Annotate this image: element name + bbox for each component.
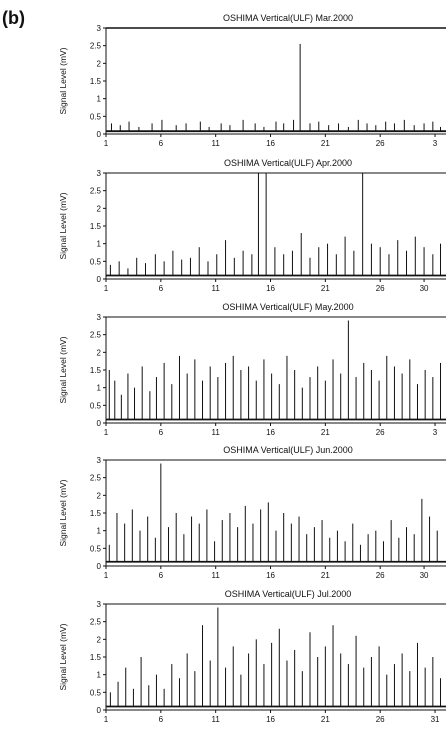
chart-panel-5: OSHIMA Vertical(ULF) Jul.2000 Signal Leve… (58, 589, 446, 724)
y-tick-label: 0.5 (90, 401, 102, 410)
chart-title: OSHIMA Vertical(ULF) Apr.2000 (224, 158, 352, 168)
y-tick-label: 2.5 (90, 331, 102, 340)
y-axis-label: Signal Level (mV) (58, 336, 68, 403)
y-axis-label: Signal Level (mV) (58, 479, 68, 546)
x-tick-label: 26 (376, 428, 385, 437)
y-tick-label: 1.5 (90, 509, 102, 518)
y-axis-label: Signal Level (mV) (58, 47, 68, 114)
data-series-1 (109, 607, 442, 707)
x-tick-label: 21 (321, 284, 330, 293)
data-series-1 (108, 463, 438, 562)
panel-label: (b) (2, 8, 25, 28)
y-tick-label: 2 (97, 204, 102, 213)
x-tick-label: 21 (321, 139, 330, 148)
data-series-1 (108, 320, 442, 420)
chart-panel-2: OSHIMA Vertical(ULF) Apr.2000 Signal Leve… (58, 158, 446, 293)
y-tick-label: 0 (97, 706, 102, 715)
x-tick-label: 1 (104, 715, 109, 724)
x-tick-label: 6 (159, 428, 164, 437)
y-tick-label: 1.5 (90, 77, 102, 86)
y-tick-label: 0 (97, 275, 102, 284)
x-tick-label: 16 (266, 715, 275, 724)
x-tick-label: 11 (212, 571, 221, 580)
x-tick-label: 11 (212, 715, 221, 724)
x-tick-label: 16 (266, 284, 275, 293)
x-tick-label: 6 (159, 715, 164, 724)
y-tick-label: 2 (97, 491, 102, 500)
y-tick-label: 2 (97, 635, 102, 644)
x-tick-label: 26 (376, 284, 385, 293)
x-tick-label: 31 (431, 715, 440, 724)
data-series-1 (109, 173, 442, 276)
y-tick-label: 3 (97, 169, 102, 178)
y-tick-label: 3 (97, 600, 102, 609)
y-axis-label: Signal Level (mV) (58, 192, 68, 259)
chart-title: OSHIMA Vertical(ULF) Jul.2000 (225, 589, 352, 599)
x-tick-label: 21 (321, 715, 330, 724)
y-tick-label: 2 (97, 348, 102, 357)
y-tick-label: 3 (97, 313, 102, 322)
chart-panel-3: OSHIMA Vertical(ULF) May.2000 Signal Leve… (58, 302, 446, 437)
y-tick-label: 0.5 (90, 544, 102, 553)
y-tick-label: 0.5 (90, 112, 102, 121)
y-axis-label: Signal Level (mV) (58, 623, 68, 690)
y-tick-label: 1 (97, 95, 102, 104)
x-tick-label: 30 (420, 284, 429, 293)
y-tick-label: 1 (97, 240, 102, 249)
chart-title: OSHIMA Vertical(ULF) Mar.2000 (223, 13, 353, 23)
chart-panels: OSHIMA Vertical(ULF) Mar.2000 Signal Leve… (58, 13, 446, 724)
x-tick-label: 3 (433, 428, 438, 437)
x-tick-label: 1 (104, 428, 109, 437)
y-tick-label: 0.5 (90, 688, 102, 697)
x-tick-label: 16 (266, 428, 275, 437)
y-tick-label: 0 (97, 419, 102, 428)
x-tick-label: 1 (104, 571, 109, 580)
x-tick-label: 26 (376, 571, 385, 580)
chart-panel-1: OSHIMA Vertical(ULF) Mar.2000 Signal Leve… (58, 13, 446, 148)
y-tick-label: 1.5 (90, 366, 102, 375)
y-tick-label: 3 (97, 24, 102, 33)
x-tick-label: 26 (376, 715, 385, 724)
chart-title: OSHIMA Vertical(ULF) May.2000 (222, 302, 353, 312)
x-tick-label: 21 (321, 571, 330, 580)
y-tick-label: 3 (97, 456, 102, 465)
y-tick-label: 2.5 (90, 474, 102, 483)
chart-panel-4: OSHIMA Vertical(ULF) Jun.2000 Signal Leve… (58, 445, 446, 580)
x-tick-label: 6 (159, 139, 164, 148)
x-tick-label: 16 (266, 139, 275, 148)
x-tick-label: 3 (433, 139, 438, 148)
x-tick-label: 11 (212, 284, 221, 293)
y-tick-label: 2.5 (90, 42, 102, 51)
y-tick-label: 2 (97, 59, 102, 68)
y-tick-label: 1 (97, 527, 102, 536)
y-tick-label: 0 (97, 130, 102, 139)
y-tick-label: 1.5 (90, 222, 102, 231)
x-tick-label: 16 (266, 571, 275, 580)
x-tick-label: 26 (376, 139, 385, 148)
y-tick-label: 0.5 (90, 257, 102, 266)
x-tick-label: 6 (159, 284, 164, 293)
x-tick-label: 11 (212, 139, 221, 148)
x-tick-label: 1 (104, 139, 109, 148)
x-tick-label: 30 (420, 571, 429, 580)
y-tick-label: 2.5 (90, 618, 102, 627)
chart-title: OSHIMA Vertical(ULF) Jun.2000 (223, 445, 353, 455)
x-tick-label: 11 (212, 428, 221, 437)
data-series-1 (110, 43, 442, 132)
x-tick-label: 21 (321, 428, 330, 437)
y-tick-label: 1 (97, 671, 102, 680)
x-tick-label: 1 (104, 284, 109, 293)
y-tick-label: 1.5 (90, 653, 102, 662)
y-tick-label: 0 (97, 562, 102, 571)
y-tick-label: 2.5 (90, 187, 102, 196)
y-tick-label: 1 (97, 384, 102, 393)
x-tick-label: 6 (159, 571, 164, 580)
